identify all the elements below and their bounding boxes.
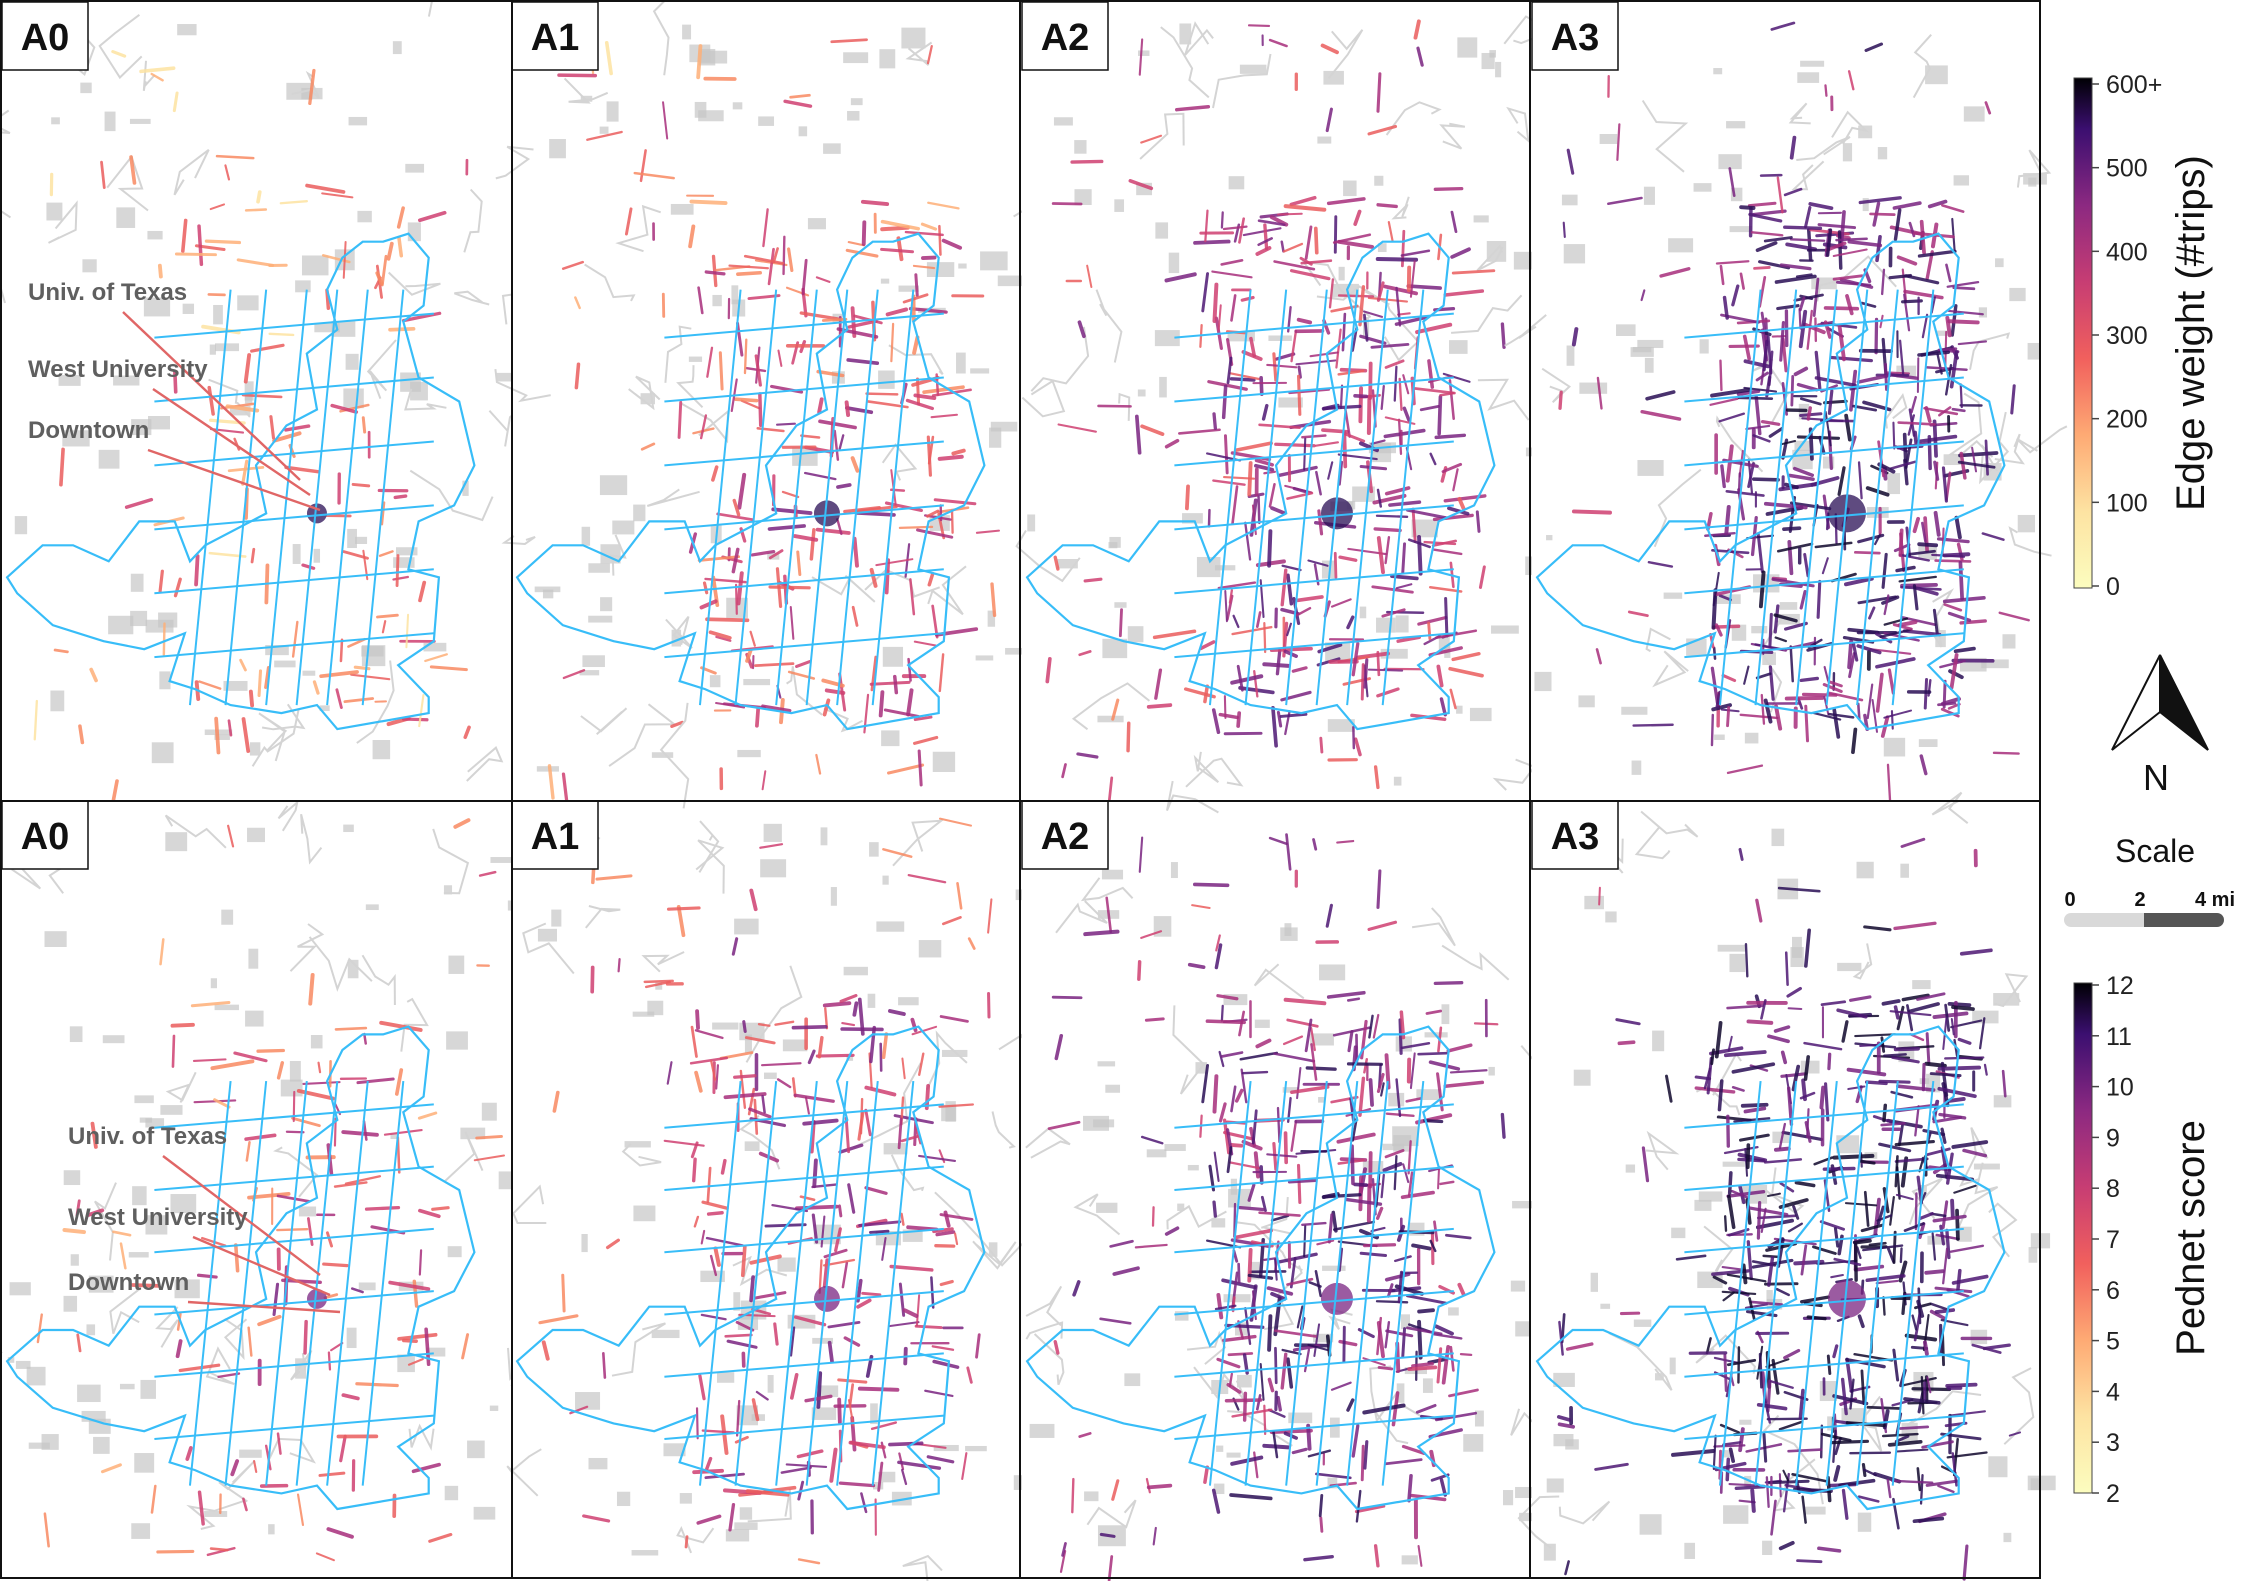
map-panel-pednet-A0: A0 Univ. of Texas West University Downtown <box>0 799 535 1579</box>
downtown-hotspot <box>813 1285 840 1312</box>
panel-label-text: A3 <box>1551 816 1600 858</box>
city-boundary <box>1025 1025 1496 1511</box>
panel-label-text: A3 <box>1551 17 1600 59</box>
scale-bar-bar <box>2064 913 2224 927</box>
colorbar-tick-label: 10 <box>2106 1074 2134 1102</box>
panel-label-text: A2 <box>1041 17 1090 59</box>
panel-label: A3 <box>1531 800 1619 870</box>
colorbar-tick-label: 600+ <box>2106 71 2162 99</box>
city-boundary <box>1025 232 1496 731</box>
colorbar-pednet-ticks: 2 3 4 5 6 7 8 9 10 11 12 <box>2092 972 2134 1508</box>
colorbar-edge-weight-label: Edge weight (#trips) <box>2169 155 2213 511</box>
colorbar-tick-label: 300 <box>2106 322 2148 350</box>
city-boundary <box>515 232 986 731</box>
panel-frames <box>0 0 2041 1579</box>
network-layer <box>1047 833 1506 1581</box>
colorbar-edge-weight-gradient <box>2073 77 2093 589</box>
colorbar-tick-label: 12 <box>2106 972 2134 1000</box>
panel-label-text: A1 <box>531 816 580 858</box>
colorbar-tick-label: 3 <box>2106 1429 2120 1457</box>
network-layer <box>33 50 471 809</box>
colorbar-tick-label: 2 <box>2106 1480 2120 1508</box>
place-annotations: Univ. of Texas West University Downtown <box>68 1123 341 1314</box>
network-layer <box>1045 19 1506 804</box>
scale-bar-tick-0: 0 <box>2064 889 2075 911</box>
panel-label-text: A0 <box>21 17 70 59</box>
panel-label: A1 <box>511 800 599 870</box>
colorbar-tick-label: 400 <box>2106 238 2148 266</box>
colorbar-edge-weight: 0 100 200 300 400 500 600+ Edge weight (#trips… <box>2073 71 2213 601</box>
colorbar-tick-label: 100 <box>2106 489 2148 517</box>
annotation-leader-line <box>147 448 321 512</box>
panel-label: A2 <box>1021 1 1109 71</box>
city-boundary <box>1535 1025 2006 1511</box>
network-layer <box>36 818 506 1562</box>
scale-bar-tick-4: 4 mi <box>2195 889 2235 911</box>
downtown-hotspot <box>1320 497 1353 530</box>
annotation-label: Downtown <box>68 1269 189 1296</box>
annotation-label: West University <box>68 1204 248 1231</box>
annotation-leader-line <box>122 311 301 481</box>
annotation-leader-line <box>162 1155 321 1276</box>
panel-label-text: A2 <box>1041 816 1090 858</box>
colorbar-tick-label: 200 <box>2106 406 2148 434</box>
map-panel-trips-A2: A2 <box>1015 1 1554 804</box>
scale-bar-tick-2: 2 <box>2134 889 2145 911</box>
panel-label: A0 <box>1 800 89 870</box>
panel-label: A1 <box>511 1 599 71</box>
annotation-label: Univ. of Texas <box>68 1123 227 1150</box>
colorbar-pednet-label: Pednet score <box>2169 1120 2213 1356</box>
north-arrow-label: N <box>2143 757 2169 798</box>
colorbar-tick-label: 7 <box>2106 1226 2120 1254</box>
colorbar-pednet-gradient <box>2073 982 2093 1494</box>
colorbar-tick-label: 11 <box>2106 1023 2132 1051</box>
map-panel-trips-A3: A3 <box>1504 1 2068 804</box>
panel-label-text: A0 <box>21 816 70 858</box>
annotation-leader-line <box>192 1235 331 1297</box>
map-panel-pednet-A2: A2 <box>1021 780 1585 1581</box>
annotation-label: Univ. of Texas <box>28 279 187 306</box>
downtown-hotspot <box>1827 494 1866 533</box>
downtown-hotspot <box>1320 1282 1353 1315</box>
network-layer <box>538 817 993 1565</box>
colorbar-tick-label: 0 <box>2106 573 2120 601</box>
panel-label: A3 <box>1531 1 1619 71</box>
downtown-hotspot <box>1827 1279 1866 1318</box>
annotation-label: Downtown <box>28 417 149 444</box>
scale-bar: Scale 0 2 4 mi <box>2064 833 2235 927</box>
map-panel-trips-A0: A0 Univ. of Texas West University Downtown <box>0 0 556 809</box>
place-annotations: Univ. of Texas West University Downtown <box>28 279 321 512</box>
colorbar-pednet: 2 3 4 5 6 7 8 9 10 11 12 Pednet score <box>2073 972 2213 1508</box>
panel-label: A0 <box>1 1 89 71</box>
map-panel-trips-A1: A1 <box>494 0 1069 803</box>
city-boundary <box>515 1025 986 1511</box>
city-boundary <box>5 232 476 731</box>
map-panel-pednet-A1: A1 <box>506 702 1041 1581</box>
colorbar-edge-weight-ticks: 0 100 200 300 400 500 600+ <box>2092 71 2162 601</box>
scale-bar-title: Scale <box>2115 833 2195 869</box>
downtown-hotspot <box>813 500 840 527</box>
panel-label: A2 <box>1021 800 1109 870</box>
colorbar-tick-label: 5 <box>2106 1328 2120 1356</box>
city-boundary <box>1535 232 2006 731</box>
panel-label-text: A1 <box>531 17 580 59</box>
colorbar-tick-label: 9 <box>2106 1124 2120 1152</box>
colorbar-tick-label: 500 <box>2106 155 2148 183</box>
basemap-layer <box>0 799 535 1539</box>
annotation-leader-line <box>152 388 311 496</box>
map-panel-pednet-A3: A3 <box>1517 791 2056 1581</box>
colorbar-tick-label: 4 <box>2106 1378 2120 1406</box>
downtown-hotspot <box>306 1288 327 1309</box>
north-arrow: N <box>2111 654 2209 798</box>
colorbar-tick-label: 6 <box>2106 1277 2120 1305</box>
colorbar-tick-label: 8 <box>2106 1175 2120 1203</box>
annotation-label: West University <box>28 356 208 383</box>
annotation-leader-line <box>187 1300 341 1314</box>
north-arrow-icon <box>2111 654 2161 751</box>
